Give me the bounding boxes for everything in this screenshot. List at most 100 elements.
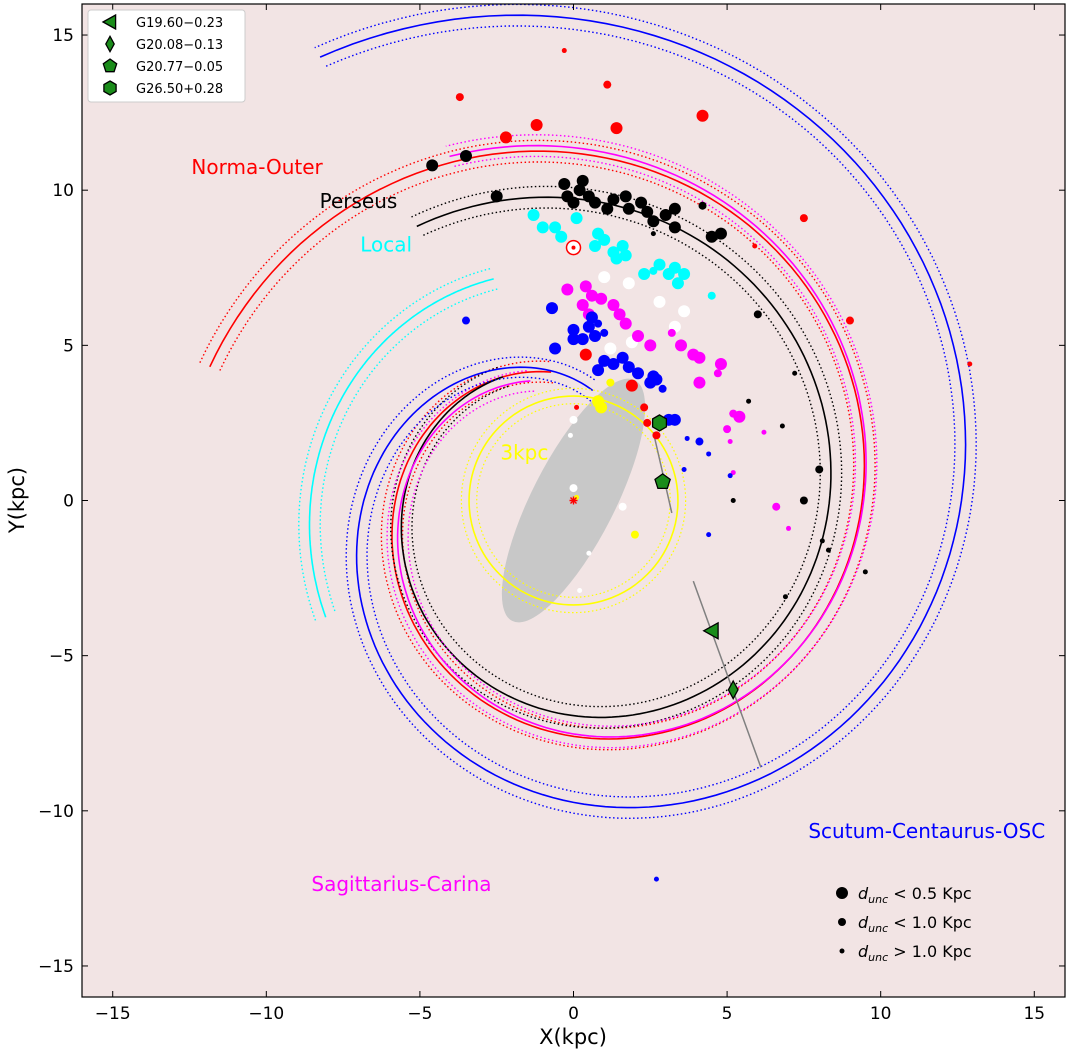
y-tick-label: −5 [49, 647, 74, 667]
maser-point [576, 299, 589, 312]
size-legend-label: dunc < 0.5 Kpc [858, 884, 972, 906]
maser-point [786, 525, 792, 531]
maser-point [819, 538, 825, 544]
maser-point [490, 190, 503, 203]
maser-point [753, 310, 762, 319]
maser-point [653, 258, 666, 271]
maser-point [604, 342, 617, 355]
maser-point [455, 93, 464, 102]
maser-point [713, 369, 722, 378]
maser-point [536, 221, 549, 234]
y-tick-label: 5 [63, 336, 74, 356]
size-legend-label: dunc < 1.0 Kpc [858, 913, 972, 935]
maser-point [610, 252, 623, 265]
x-axis-label: X(kpc) [539, 1025, 607, 1049]
maser-point [752, 243, 758, 249]
maser-point [622, 202, 635, 215]
maser-point [426, 159, 439, 172]
size-legend-dot [838, 918, 846, 926]
scutum-centaurus-osc-arm-outer-edge [314, 4, 977, 820]
scutum-centaurus-osc-arm-line [319, 14, 967, 809]
maser-point [649, 266, 658, 275]
maser-point [569, 484, 578, 493]
maser-point [792, 370, 798, 376]
maser-point [668, 261, 681, 274]
sagittarius-carina-arm-label: Sagittarius-Carina [311, 872, 491, 896]
plot-area: Norma-Outer Perseus Local Sagittarius-Carin… [191, 4, 1045, 896]
maser-point [693, 376, 706, 389]
maser-point [650, 231, 656, 237]
maser-point [667, 328, 676, 337]
maser-point [653, 876, 659, 882]
maser-point [625, 379, 638, 392]
maser-point [530, 119, 543, 132]
maser-point [644, 339, 657, 352]
maser-point [545, 302, 558, 315]
maser-point [595, 292, 608, 305]
legend-marker-hexagon [103, 80, 117, 96]
maser-point [576, 174, 589, 187]
maser-point [610, 122, 623, 135]
maser-point [555, 230, 568, 243]
maser-point [570, 212, 583, 225]
maser-point [585, 289, 598, 302]
maser-point [630, 530, 639, 539]
maser-point [595, 401, 608, 414]
maser-point [815, 465, 824, 474]
maser-point [589, 196, 602, 209]
maser-point [594, 319, 603, 328]
maser-point [603, 80, 612, 89]
maser-point [668, 221, 681, 234]
maser-point [714, 227, 727, 240]
3kpc-arm-line [468, 395, 679, 606]
maser-point [696, 109, 709, 122]
maser-point [607, 193, 620, 206]
maser-point [567, 432, 573, 438]
maser-point [640, 403, 649, 412]
source-marker-pentagon [654, 473, 671, 490]
maser-point [601, 202, 614, 215]
maser-point [675, 339, 688, 352]
maser-point [706, 532, 712, 538]
maser-point [632, 367, 645, 380]
sagittarius-carina-arm-outer-edge [386, 134, 878, 749]
maser-point [845, 316, 854, 325]
maser-point [779, 423, 785, 429]
size-legend: dunc < 0.5 Kpc dunc < 1.0 Kpc dunc > 1.0 K… [836, 884, 972, 964]
maser-point [499, 131, 512, 144]
maser-point [561, 48, 567, 54]
maser-point [653, 295, 666, 308]
y-tick-label: 10 [52, 181, 74, 201]
maser-point [799, 496, 808, 505]
maser-point [549, 221, 562, 234]
legend-entry-label: G26.50+0.28 [136, 82, 223, 97]
maser-point [598, 271, 611, 284]
maser-point [652, 431, 661, 440]
maser-point [589, 330, 602, 343]
3kpc-arm-inner-edge [476, 403, 671, 598]
maser-point [671, 277, 684, 290]
maser-point [613, 308, 626, 321]
maser-point [461, 316, 470, 325]
maser-point [549, 342, 562, 355]
y-tick-label: 15 [52, 26, 74, 46]
maser-point [576, 333, 589, 346]
maser-point [579, 348, 592, 361]
local-arm-line [308, 278, 494, 618]
y-tick-label: 0 [63, 492, 74, 512]
maser-point [558, 177, 571, 190]
maser-point [589, 240, 602, 253]
maser-point [579, 280, 592, 293]
maser-point [561, 283, 574, 296]
local-arm-label: Local [360, 233, 412, 257]
maser-point [681, 466, 687, 472]
x-tick-label: 0 [568, 1004, 579, 1024]
norma-outer-arm-inner-edge [219, 161, 855, 729]
local-arm-outer-edge [298, 268, 491, 623]
maser-point [569, 415, 578, 424]
maser-point [459, 150, 472, 163]
maser-point [622, 277, 635, 290]
maser-point [693, 351, 706, 364]
maser-point [598, 354, 611, 367]
